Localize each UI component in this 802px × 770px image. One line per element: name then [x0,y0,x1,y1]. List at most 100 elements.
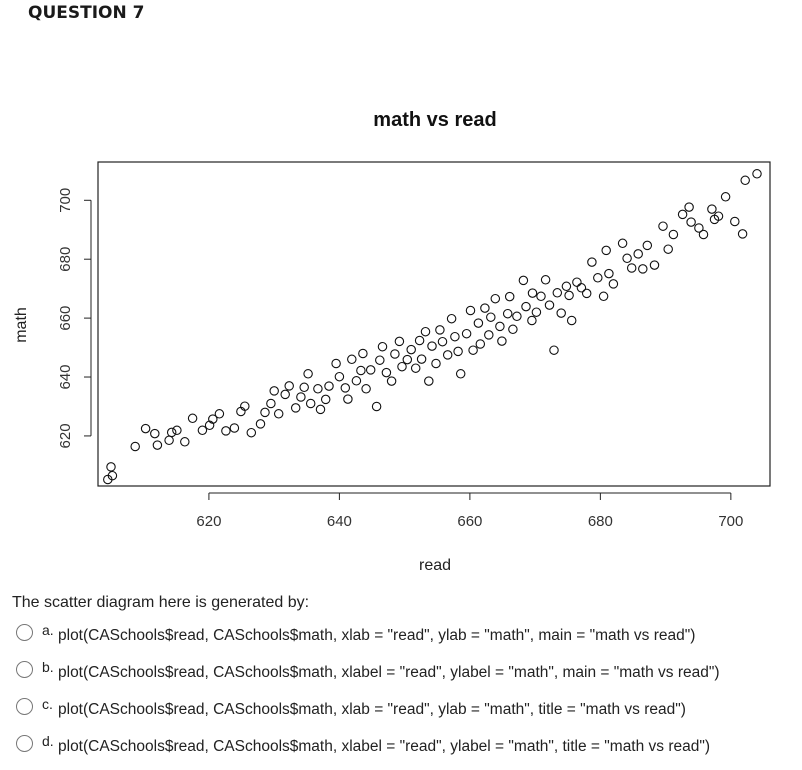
data-point [106,462,116,472]
data-point [527,315,537,326]
data-point [677,209,688,220]
data-point [601,245,611,256]
y-tick-label: 620 [57,423,74,448]
data-point [561,281,572,292]
data-point [709,214,720,225]
radio-button-c[interactable] [16,698,33,715]
data-point [604,268,614,279]
y-tick-label: 700 [57,188,74,213]
y-tick-label: 660 [57,306,74,331]
data-point [495,321,505,332]
option-letter-c: c. [42,696,53,712]
data-point [544,300,555,310]
data-point [694,223,704,233]
data-point [260,407,270,418]
data-point [402,354,413,365]
data-point [465,305,476,316]
data-point [107,470,118,481]
data-point [416,354,427,364]
option-letter-d: d. [42,733,54,749]
data-point [446,313,457,324]
radio-button-b[interactable] [16,661,33,678]
option-text-a: plot(CASchools$read, CASchools$math, xla… [58,627,696,644]
data-point [406,344,416,355]
data-point [180,437,190,447]
data-point [377,341,388,352]
option-letter-a: a. [42,622,54,638]
data-point [549,345,559,355]
data-point [208,414,218,424]
plot-frame [97,161,771,487]
data-point [172,425,182,436]
data-point [617,238,628,249]
x-tick-label: 700 [718,513,743,530]
data-point [461,328,472,339]
data-point [305,398,316,409]
data-point [512,311,522,322]
y-axis-label: math [13,307,30,343]
data-point [381,367,392,378]
data-point [152,440,163,450]
data-point [475,339,486,349]
data-point [240,401,250,411]
data-point [351,376,362,386]
data-point [296,392,306,402]
option-text-d: plot(CASchools$read, CASchools$math, xla… [58,738,711,755]
data-point [166,427,177,438]
data-point [468,345,478,355]
data-point [450,331,460,342]
scatter-plot: math vs read 620 640 660 680 700 620 640 660 68… [13,109,771,574]
data-point [427,341,437,351]
data-point [707,204,717,214]
data-point [361,384,371,394]
radio-button-d[interactable] [16,735,33,752]
data-point [386,376,397,386]
data-point [587,257,597,267]
y-tick-label: 640 [57,365,74,390]
data-point [303,369,313,379]
x-tick-label: 680 [588,513,613,530]
data-point [313,384,323,394]
y-axis: 620 640 660 680 700 [57,188,92,448]
data-point [686,217,696,227]
data-point [658,221,668,231]
data-point [334,371,345,382]
data-point [581,288,592,299]
data-point [521,301,531,312]
data-point [266,398,276,409]
data-point [164,435,174,446]
data-point [358,348,368,359]
data-point [343,394,353,404]
data-point [424,376,434,386]
data-point [633,249,643,259]
data-point [442,350,453,360]
data-point [221,426,231,436]
data-point [556,308,566,318]
data-point [572,277,582,287]
data-point [299,382,309,393]
data-point [437,336,448,347]
data-point [414,335,425,346]
data-point [269,386,279,396]
data-point [150,428,160,439]
data-point [502,308,513,319]
data-point [536,291,546,302]
data-point [564,290,574,301]
data-point [730,216,740,227]
data-point [737,229,748,239]
data-point [397,361,407,372]
data-point [290,403,301,413]
data-point [390,349,400,359]
data-point [642,240,653,251]
data-points [103,169,762,485]
data-point [698,229,709,240]
option-letter-b: b. [42,659,54,675]
data-point [453,346,463,357]
data-point [214,409,225,419]
x-axis-label: read [419,557,451,574]
data-point [490,293,501,304]
data-point [566,315,577,326]
data-point [649,260,660,270]
radio-button-a[interactable] [16,624,33,641]
option-text-c: plot(CASchools$read, CASchools$math, xla… [58,701,686,718]
